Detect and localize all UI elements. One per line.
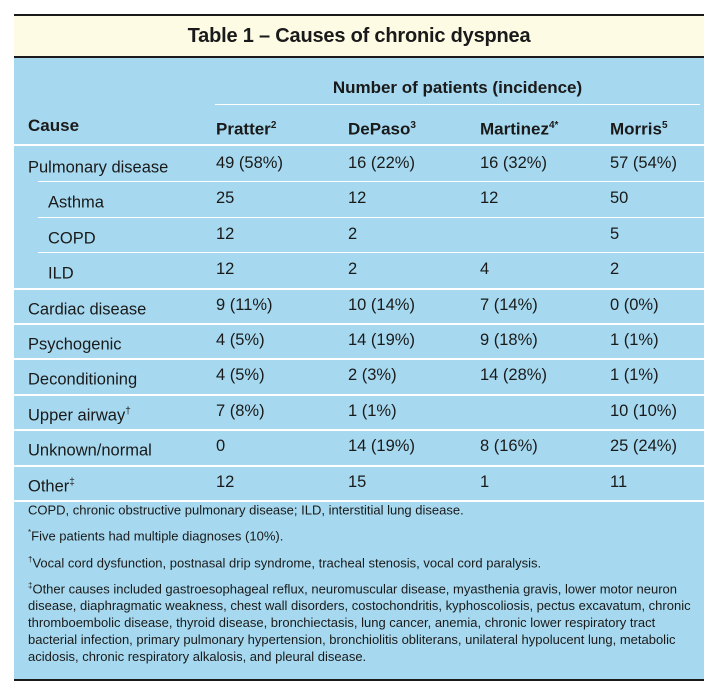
table-row: ILD 12 2 4 2 bbox=[14, 252, 704, 287]
table-row: Pulmonary disease 49 (58%) 16 (22%) 16 (32%… bbox=[14, 146, 704, 181]
cell-pratter: 12 bbox=[216, 224, 235, 243]
table-row: Unknown/normal 0 14 (19%) 8 (16%) 25 (24%) bbox=[14, 429, 704, 464]
table-row: Psychogenic 4 (5%) 14 (19%) 9 (18%) 1 (1%) bbox=[14, 323, 704, 358]
cell-martinez: 9 (18%) bbox=[480, 331, 538, 349]
cell-morris: 1 (1%) bbox=[610, 366, 659, 385]
row-divider bbox=[14, 393, 704, 396]
header-rule bbox=[14, 144, 704, 146]
cell-martinez: 12 bbox=[480, 189, 499, 208]
footnote-double-dagger: ‡Other causes included gastroesophageal … bbox=[28, 580, 691, 665]
cell-cause: Deconditioning bbox=[28, 370, 138, 389]
title-bar: Table 1 – Causes of chronic dyspnea bbox=[14, 16, 704, 58]
col-header-martinez: Martinez4* bbox=[480, 119, 559, 139]
cell-morris: 57 (54%) bbox=[610, 154, 677, 172]
cell-morris: 1 (1%) bbox=[610, 331, 659, 349]
table-title: Table 1 – Causes of chronic dyspnea bbox=[187, 24, 531, 47]
cell-cause: Upper airway† bbox=[28, 405, 131, 425]
row-divider bbox=[14, 429, 704, 432]
cell-cause: ILD bbox=[48, 264, 74, 283]
row-divider bbox=[14, 500, 704, 502]
cell-martinez: 8 (16%) bbox=[480, 437, 538, 456]
col-header-pratter: Pratter2 bbox=[216, 119, 277, 139]
row-divider bbox=[38, 181, 704, 183]
footnote-dagger: †Vocal cord dysfunction, postnasal drip … bbox=[28, 554, 542, 570]
cell-pratter: 7 (8%) bbox=[216, 401, 265, 420]
table-row: Asthma 25 12 12 50 bbox=[14, 181, 704, 216]
cell-depaso: 10 (14%) bbox=[348, 295, 415, 314]
cell-pratter: 12 bbox=[216, 472, 235, 491]
cell-pratter: 9 (11%) bbox=[216, 295, 273, 314]
cell-cause: Cardiac disease bbox=[28, 300, 147, 319]
cell-morris: 11 bbox=[610, 472, 628, 491]
table-row: Deconditioning 4 (5%) 2 (3%) 14 (28%) 1 (1%) bbox=[14, 358, 704, 393]
cell-morris: 25 (24%) bbox=[610, 437, 677, 456]
cell-depaso: 12 bbox=[348, 189, 367, 208]
col-header-depaso: DePaso3 bbox=[348, 119, 416, 139]
cell-cause: Pulmonary disease bbox=[28, 158, 169, 177]
cell-depaso: 14 (19%) bbox=[348, 437, 415, 456]
cell-martinez: 16 (32%) bbox=[480, 154, 547, 172]
table-row: Cardiac disease 9 (11%) 10 (14%) 7 (14%) 0 (… bbox=[14, 288, 704, 323]
cell-pratter: 4 (5%) bbox=[216, 366, 265, 385]
cell-cause: Asthma bbox=[48, 193, 104, 212]
cell-pratter: 25 bbox=[216, 189, 235, 208]
row-divider bbox=[14, 287, 704, 290]
cell-morris: 0 (0%) bbox=[610, 295, 659, 314]
column-header-row: Cause Pratter2 DePaso3 Martinez4* Morris… bbox=[14, 108, 704, 144]
cell-depaso: 15 bbox=[348, 472, 367, 491]
row-divider bbox=[38, 216, 704, 218]
row-divider bbox=[14, 464, 704, 467]
cell-depaso: 2 bbox=[348, 260, 358, 279]
row-divider bbox=[38, 252, 704, 254]
cell-depaso: 2 (3%) bbox=[348, 366, 397, 385]
cell-depaso: 2 bbox=[348, 224, 358, 243]
cell-pratter: 49 (58%) bbox=[216, 154, 283, 172]
cell-cause: Other‡ bbox=[28, 476, 75, 496]
cell-pratter: 12 bbox=[216, 260, 235, 279]
footnotes: COPD, chronic obstructive pulmonary dise… bbox=[28, 498, 693, 665]
footnote-asterisk: *Five patients had multiple diagnoses (1… bbox=[28, 528, 284, 544]
col-header-cause: Cause bbox=[28, 116, 80, 135]
row-divider bbox=[14, 323, 704, 325]
cell-cause: Unknown/normal bbox=[28, 441, 152, 460]
cell-depaso: 1 (1%) bbox=[348, 401, 397, 420]
cell-martinez: 1 bbox=[480, 472, 490, 491]
cell-pratter: 4 (5%) bbox=[216, 331, 265, 349]
cell-martinez: 14 (28%) bbox=[480, 366, 547, 385]
cell-morris: 10 (10%) bbox=[610, 401, 677, 420]
cell-morris: 2 bbox=[610, 260, 620, 279]
cell-morris: 5 bbox=[610, 224, 620, 243]
cell-depaso: 14 (19%) bbox=[348, 331, 415, 349]
table-frame: Table 1 – Causes of chronic dyspnea Numb… bbox=[14, 14, 704, 681]
table-row: Other‡ 12 15 1 11 bbox=[14, 465, 704, 500]
col-header-morris: Morris5 bbox=[610, 119, 668, 139]
cell-cause: COPD bbox=[48, 229, 96, 248]
cell-martinez: 7 (14%) bbox=[480, 295, 538, 314]
cell-morris: 50 bbox=[610, 189, 629, 208]
cell-cause: Psychogenic bbox=[28, 335, 122, 354]
cell-pratter: 0 bbox=[216, 437, 226, 456]
cell-depaso: 16 (22%) bbox=[348, 154, 415, 172]
table-row: Upper airway† 7 (8%) 1 (1%) 10 (10%) bbox=[14, 394, 704, 429]
row-divider bbox=[14, 358, 704, 361]
super-header: Number of patients (incidence) bbox=[215, 74, 700, 105]
table-row: COPD 12 2 5 bbox=[14, 217, 704, 252]
cell-martinez: 4 bbox=[480, 260, 490, 279]
footnote-abbreviations: COPD, chronic obstructive pulmonary dise… bbox=[28, 502, 464, 518]
